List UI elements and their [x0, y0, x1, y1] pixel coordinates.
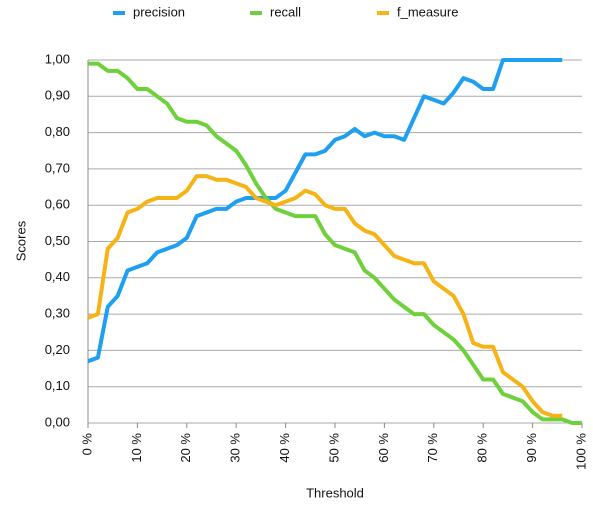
y-tick-label: 0,90	[45, 88, 70, 103]
x-tick-label: 60 %	[376, 433, 391, 463]
legend-label: recall	[270, 4, 301, 19]
series-line	[88, 61, 582, 425]
legend-label: f_measure	[397, 4, 458, 19]
series-line	[87, 174, 563, 418]
y-tick-label: 0,60	[45, 197, 70, 212]
series-line	[87, 58, 563, 364]
y-tick-label: 0,20	[45, 342, 70, 357]
x-tick-label: 70 %	[425, 433, 440, 463]
y-tick-label: 0,10	[45, 378, 70, 393]
y-tick-label: 0,70	[45, 160, 70, 175]
x-tick-label: 40 %	[277, 433, 292, 463]
x-tick-label: 50 %	[326, 433, 341, 463]
y-tick-label: 0,40	[45, 269, 70, 284]
legend-label: precision	[133, 4, 185, 19]
y-tick-label: 0,00	[45, 414, 70, 429]
y-tick-label: 1,00	[45, 51, 70, 66]
y-tick-label: 0,30	[45, 306, 70, 321]
x-tick-label: 100 %	[573, 433, 588, 470]
y-tick-label: 0,50	[45, 233, 70, 248]
x-axis-label: Threshold	[306, 485, 364, 500]
x-tick-label: 30 %	[228, 433, 243, 463]
x-tick-label: 90 %	[524, 433, 539, 463]
y-axis-label: Scores	[13, 220, 28, 261]
x-tick-label: 80 %	[475, 433, 490, 463]
x-tick-label: 0 %	[79, 433, 94, 456]
x-tick-label: 20 %	[178, 433, 193, 463]
y-tick-label: 0,80	[45, 124, 70, 139]
x-tick-label: 10 %	[129, 433, 144, 463]
